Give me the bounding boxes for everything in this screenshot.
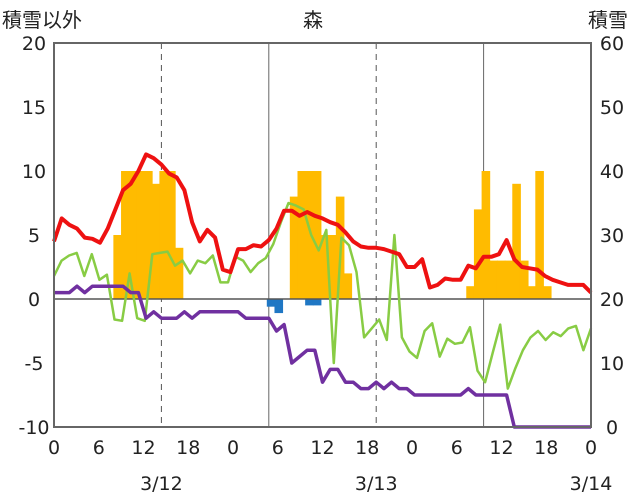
snow-bar <box>535 171 544 299</box>
x-tick-label: 18 <box>534 437 558 459</box>
x-tick-label: 0 <box>585 437 597 459</box>
snow-bar <box>542 286 552 299</box>
right-tick-label: 30 <box>600 225 624 247</box>
right-tick-label: 10 <box>600 353 624 375</box>
snow-bar <box>289 196 299 299</box>
date-label: 3/13 <box>355 473 398 495</box>
blue-bar <box>312 299 322 306</box>
x-tick-label: 6 <box>272 437 284 459</box>
blue-bar <box>266 299 276 307</box>
date-label: 3/14 <box>570 473 613 495</box>
blue-bar <box>274 299 284 314</box>
snow-bar <box>305 171 314 299</box>
right-tick-label: 40 <box>600 161 624 183</box>
x-tick-label: 12 <box>489 437 513 459</box>
snow-bar <box>320 235 330 299</box>
x-tick-label: 12 <box>131 437 155 459</box>
purple-series-line <box>54 284 591 429</box>
left-tick-label: -5 <box>25 353 44 375</box>
x-tick-label: 6 <box>451 437 463 459</box>
x-tick-label: 0 <box>406 437 418 459</box>
snow-bar <box>481 171 491 299</box>
snow-bar <box>174 247 184 299</box>
chart-title: 森 <box>303 8 323 32</box>
x-tick-label: 18 <box>355 437 379 459</box>
left-tick-label: 20 <box>22 33 46 55</box>
right-tick-label: 20 <box>600 289 624 311</box>
snow-bar <box>312 171 322 299</box>
snow-bar <box>519 260 529 299</box>
right-tick-label: 0 <box>606 417 618 439</box>
snow-bar <box>466 286 475 299</box>
right-tick-label: 60 <box>600 33 624 55</box>
snow-bar <box>473 209 483 299</box>
snow-bar <box>159 171 168 299</box>
left-tick-label: -10 <box>18 417 49 439</box>
right-axis-label: 積雪 <box>588 8 628 32</box>
snow-bar <box>527 286 537 299</box>
snow-bar <box>151 183 161 299</box>
red-series-line <box>52 152 593 295</box>
snow-bar <box>113 235 122 299</box>
snow-bar <box>167 171 176 299</box>
green-series-line <box>52 201 593 390</box>
left-tick-label: 15 <box>22 97 46 119</box>
plot-frame <box>53 42 592 428</box>
snow-bar <box>489 260 498 299</box>
snow-bar <box>343 273 353 299</box>
x-tick-label: 6 <box>93 437 105 459</box>
snow-bar <box>144 171 153 299</box>
snow-bar <box>504 260 514 299</box>
date-label: 3/12 <box>140 473 183 495</box>
snow-bar <box>512 183 521 299</box>
left-tick-label: 5 <box>28 225 40 247</box>
x-tick-label: 18 <box>176 437 200 459</box>
snow-bar <box>496 260 506 299</box>
x-tick-label: 0 <box>227 437 239 459</box>
snow-bar <box>328 235 337 299</box>
snow-bar <box>136 171 145 299</box>
right-tick-label: 50 <box>600 97 624 119</box>
snow-bar <box>297 171 307 299</box>
x-tick-label: 0 <box>48 437 60 459</box>
blue-bar <box>305 299 314 306</box>
x-tick-label: 12 <box>310 437 334 459</box>
snow-bar <box>121 171 130 299</box>
left-axis-label: 積雪以外 <box>2 8 82 32</box>
left-tick-label: 0 <box>28 289 40 311</box>
snow-bar <box>128 171 138 299</box>
left-tick-label: 10 <box>22 161 46 183</box>
